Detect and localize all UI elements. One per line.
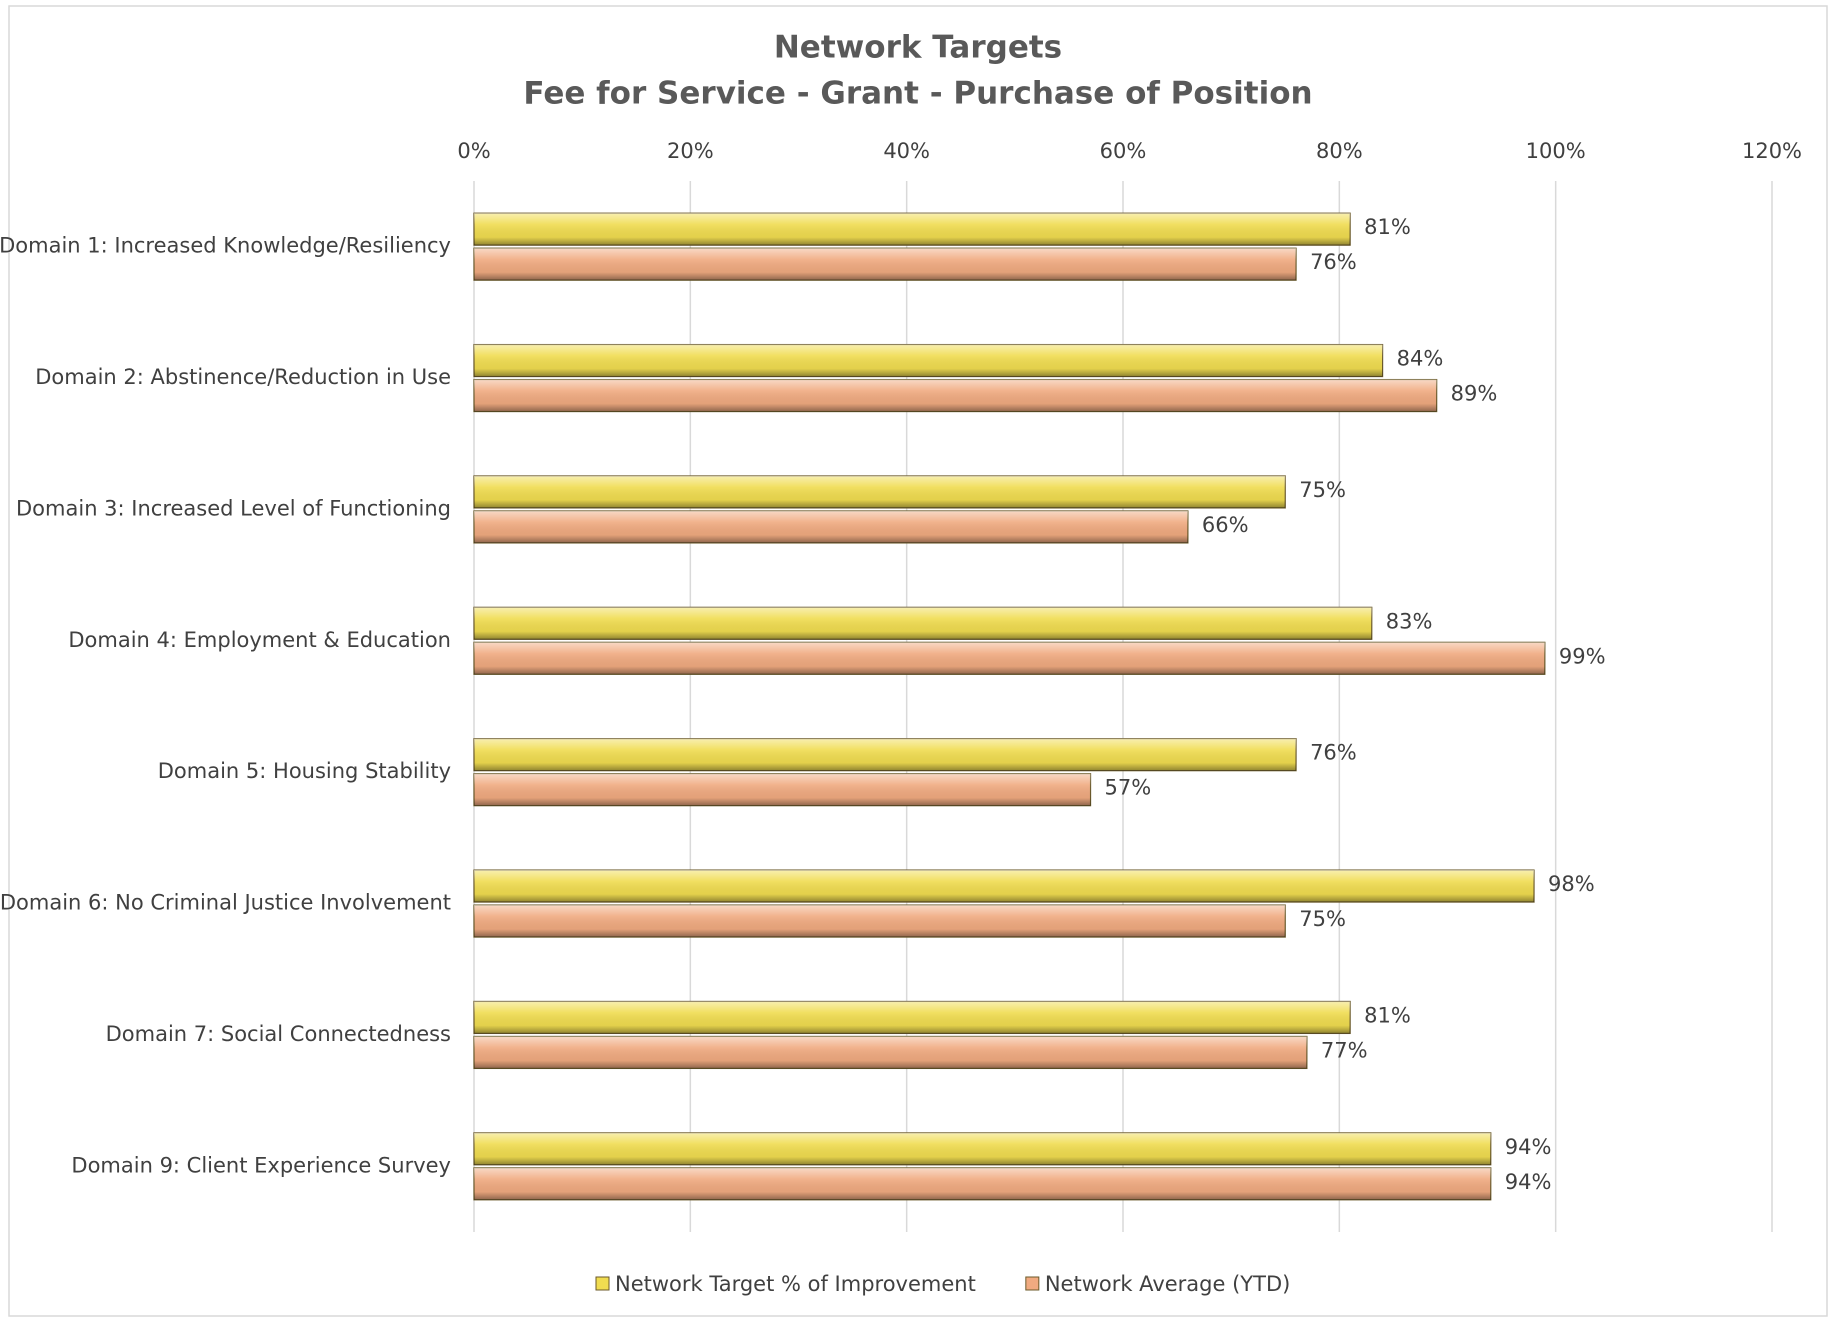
data-label: 75% (1299, 478, 1346, 502)
bar-bevel (474, 642, 1545, 675)
bar-bevel (474, 475, 1286, 508)
data-label: 94% (1505, 1170, 1552, 1194)
legend-label: Network Average (YTD) (1045, 1272, 1290, 1296)
x-tick-label: 60% (1100, 139, 1147, 163)
x-tick-label: 100% (1526, 139, 1586, 163)
bar-bevel (474, 344, 1383, 377)
y-tick-label: Domain 9: Client Experience Survey (71, 1153, 451, 1177)
y-tick-label: Domain 1: Increased Knowledge/Resiliency (0, 234, 451, 258)
bar-bevel (474, 1036, 1307, 1069)
chart-subtitle: Fee for Service - Grant - Purchase of Po… (523, 76, 1312, 112)
data-label: 99% (1559, 644, 1606, 668)
data-label: 75% (1299, 907, 1346, 931)
legend-swatch (1025, 1276, 1040, 1291)
x-tick-label: 0% (457, 139, 490, 163)
data-label: 76% (1310, 741, 1357, 765)
bar-bevel (474, 379, 1437, 412)
bar-bevel (474, 738, 1297, 771)
y-tick-label: Domain 6: No Criminal Justice Involvemen… (0, 891, 451, 915)
data-label: 94% (1505, 1135, 1552, 1159)
x-tick-label: 120% (1742, 139, 1802, 163)
y-tick-label: Domain 2: Abstinence/Reduction in Use (35, 365, 451, 389)
data-label: 98% (1548, 872, 1595, 896)
bar-bevel (474, 213, 1351, 246)
data-label: 76% (1310, 250, 1357, 274)
bar-bevel (474, 905, 1286, 938)
x-tick-label: 40% (883, 139, 930, 163)
bar-bevel (474, 1167, 1491, 1200)
bar-bevel (474, 607, 1372, 640)
bar-bevel (474, 773, 1091, 806)
y-tick-label: Domain 4: Employment & Education (68, 628, 451, 652)
data-label: 57% (1105, 776, 1152, 800)
data-label: 77% (1321, 1038, 1368, 1062)
data-label: 66% (1202, 513, 1249, 537)
data-label: 84% (1397, 347, 1444, 371)
data-label: 81% (1364, 1003, 1411, 1027)
chart-title: Network Targets (774, 30, 1062, 66)
x-tick-label: 20% (667, 139, 714, 163)
data-label: 81% (1364, 215, 1411, 239)
data-label: 83% (1386, 609, 1433, 633)
bar-bevel (474, 870, 1535, 903)
bar-bevel (474, 248, 1297, 281)
legend-label: Network Target % of Improvement (615, 1272, 976, 1296)
bar-bevel (474, 1001, 1351, 1034)
bar-bevel (474, 1132, 1491, 1165)
y-tick-label: Domain 3: Increased Level of Functioning (16, 496, 451, 520)
y-tick-label: Domain 7: Social Connectedness (106, 1022, 451, 1046)
x-tick-label: 80% (1316, 139, 1363, 163)
y-tick-label: Domain 5: Housing Stability (158, 759, 451, 783)
bar-bevel (474, 510, 1188, 543)
data-label: 89% (1451, 382, 1498, 406)
legend-swatch (595, 1276, 610, 1291)
